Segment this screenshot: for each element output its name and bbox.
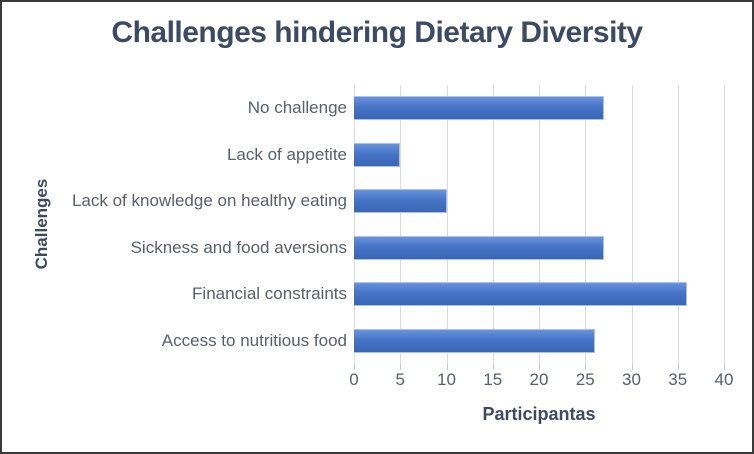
gridline bbox=[539, 85, 540, 364]
gridline bbox=[492, 85, 494, 364]
axis-tick bbox=[677, 364, 679, 370]
category-label: No challenge bbox=[247, 98, 347, 118]
x-tick-label: 0 bbox=[349, 370, 359, 389]
category-label: Sickness and food aversions bbox=[130, 237, 347, 257]
x-tick-label: 30 bbox=[622, 370, 641, 389]
bar-row bbox=[354, 225, 724, 272]
gridline bbox=[631, 85, 633, 364]
category-label: Lack of appetite bbox=[226, 144, 347, 164]
gridline bbox=[400, 85, 402, 364]
axis-tick bbox=[539, 364, 540, 370]
bar-row bbox=[354, 178, 724, 225]
x-tick-label: 5 bbox=[395, 370, 405, 389]
gridline bbox=[585, 85, 587, 364]
bar-row bbox=[354, 271, 724, 318]
bar-row bbox=[354, 318, 724, 365]
axis-tick bbox=[724, 364, 725, 370]
axis-tick bbox=[446, 364, 448, 370]
bar-no-challenge bbox=[354, 96, 604, 121]
x-tick-label: 10 bbox=[437, 370, 456, 389]
bar-sickness-and-food-aversions bbox=[354, 235, 604, 260]
gridline bbox=[354, 85, 355, 364]
x-axis-title: Participantas bbox=[482, 404, 596, 424]
bar-financial-constraints bbox=[354, 282, 687, 307]
chart-title: Challenges hindering Dietary Diversity bbox=[111, 16, 643, 49]
category-label: Financial constraints bbox=[192, 284, 347, 304]
bar-access-to-nutritious-food bbox=[354, 328, 595, 353]
x-tick-label: 35 bbox=[668, 370, 688, 389]
plot-area bbox=[354, 85, 725, 370]
x-tick-label: 40 bbox=[714, 370, 734, 389]
bar-lack-of-knowledge-on-healthy-eating bbox=[354, 189, 447, 214]
x-tick-label: 15 bbox=[483, 370, 503, 389]
axis-tick bbox=[354, 364, 355, 370]
gridline bbox=[446, 85, 448, 364]
axis-tick bbox=[631, 364, 633, 370]
bar-row bbox=[354, 85, 724, 132]
gridline bbox=[677, 85, 679, 364]
category-label: Lack of knowledge on healthy eating bbox=[71, 191, 347, 211]
bar-lack-of-appetite bbox=[354, 142, 401, 167]
bar-row bbox=[354, 132, 724, 179]
x-tick-label: 25 bbox=[575, 370, 595, 389]
x-axis-tick-labels: 0 5 10 15 20 25 30 35 40 bbox=[349, 370, 733, 392]
axis-tick bbox=[492, 364, 494, 370]
x-tick-label: 20 bbox=[529, 370, 549, 389]
category-axis-labels: No challenge Lack of appetite Lack of know… bbox=[2, 85, 347, 364]
axis-tick bbox=[400, 364, 402, 370]
category-label: Access to nutritious food bbox=[161, 330, 347, 350]
axis-tick bbox=[585, 364, 587, 370]
gridline bbox=[724, 85, 725, 364]
